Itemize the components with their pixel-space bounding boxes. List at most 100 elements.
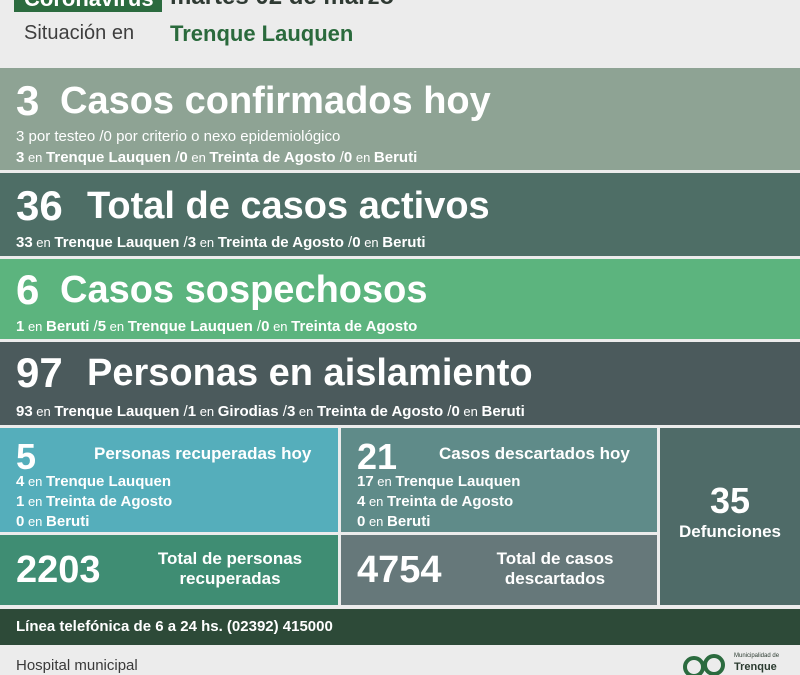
date-label: martes 02 de marzo [170, 0, 394, 10]
breakdown-row: 1 en Treinta de Agosto [16, 492, 172, 512]
separator: / [278, 403, 287, 420]
phone-bar: Línea telefónica de 6 a 24 hs. (02392) 4… [0, 609, 800, 645]
count-value: 93 [16, 403, 33, 420]
defunciones-number: 35 [709, 480, 751, 521]
place-name: Trenque Lauquen [54, 403, 180, 420]
separator: / [443, 403, 452, 420]
breakdown-row: 0 en Beruti [16, 512, 172, 532]
place-name: Treinta de Agosto [291, 318, 418, 335]
recuperadas-total-label-1: Total de personas [157, 549, 303, 568]
count-value: 0 [343, 149, 353, 166]
place-name: Trenque Lauquen [395, 473, 521, 490]
place-name: Treinta de Agosto [387, 493, 514, 510]
count-value: 17 [357, 473, 374, 490]
en-word: en [459, 404, 482, 419]
en-word: en [196, 404, 218, 419]
defunciones-panel: 35 Defunciones [660, 428, 800, 605]
breakdown-row: 4 en Treinta de Agosto [357, 492, 520, 512]
en-word: en [352, 150, 374, 165]
en-word: en [24, 514, 47, 529]
place-name: Trenque Lauquen [46, 473, 172, 490]
aislamiento-breakdown: 93 en Trenque Lauquen /1 en Girodias /3 … [16, 402, 525, 422]
descartados-total-label-1: Total de casos [496, 549, 614, 568]
count-value: 0 [16, 513, 25, 530]
place-name: Treinta de Agosto [209, 149, 336, 166]
situacion-label: Situación en [24, 22, 135, 44]
descartados-breakdown: 17 en Trenque Lauquen 4 en Treinta de Ago… [357, 472, 520, 532]
logo-text-1: Municipalidad de [734, 653, 780, 659]
place-name: Treinta de Agosto [217, 234, 344, 251]
count-value: 3 [187, 234, 197, 251]
sospechosos-breakdown: 1 en Beruti /5 en Trenque Lauquen /0 en … [16, 317, 417, 337]
recuperadas-total-panel: 2203 Total de personas recuperadas [0, 535, 338, 605]
en-word: en [269, 319, 292, 334]
confirmados-line1: 3 por testeo /0 por criterio o nexo epid… [16, 128, 341, 145]
en-word: en [32, 235, 55, 250]
activos-breakdown: 33 en Trenque Lauquen /3 en Treinta de A… [16, 233, 426, 253]
breakdown-row: 0 en Beruti [357, 512, 520, 532]
separator: / [171, 149, 180, 166]
aislamiento-title: Personas en aislamiento [87, 352, 533, 394]
place-name: Beruti [387, 513, 431, 530]
en-word: en [365, 494, 388, 509]
descartados-total-label: Total de casos descartados [465, 549, 645, 589]
count-value: 33 [16, 234, 33, 251]
hospital-label: Hospital municipal [16, 657, 138, 674]
separator: / [179, 403, 188, 420]
count-value: 3 [286, 403, 296, 420]
activos-number: 36 [16, 182, 63, 229]
recuperadas-title: Personas recuperadas hoy [94, 444, 312, 463]
count-value: 0 [179, 149, 188, 166]
separator: / [252, 318, 262, 335]
activos-panel: 36 Total de casos activos 33 en Trenque … [0, 173, 800, 256]
count-value: 0 [451, 403, 460, 420]
logo-text-2: Trenque [734, 661, 777, 673]
place-name: Trenque Lauquen [127, 318, 253, 335]
confirmados-title: Casos confirmados hoy [60, 80, 491, 122]
defunciones-label: Defunciones [678, 522, 782, 541]
logo-rings-icon [683, 654, 725, 675]
place-name: Trenque Lauquen [46, 149, 172, 166]
recuperadas-total-label-2: recuperadas [179, 569, 281, 588]
descartados-total-panel: 4754 Total de casos descartados [341, 535, 657, 605]
en-word: en [365, 514, 388, 529]
en-word: en [373, 474, 396, 489]
en-word: en [106, 319, 128, 334]
descartados-number: 21 [357, 436, 398, 477]
count-value: 4 [16, 473, 25, 490]
descartados-title: Casos descartados hoy [439, 444, 630, 463]
coronavirus-badge: Coronavirus [14, 0, 162, 12]
recuperadas-total: 2203 [16, 549, 101, 591]
activos-title: Total de casos activos [87, 185, 490, 227]
sospechosos-panel: 6 Casos sospechosos 1 en Beruti /5 en Tr… [0, 259, 800, 339]
count-value: 1 [16, 493, 25, 510]
en-word: en [24, 494, 47, 509]
place-name: Trenque Lauquen [54, 234, 180, 251]
place-name: Beruti [373, 149, 418, 166]
en-word: en [360, 235, 383, 250]
confirmados-panel: 3 Casos confirmados hoy 3 por testeo /0 … [0, 68, 800, 170]
place-name: Beruti [46, 513, 90, 530]
count-value: 1 [187, 403, 197, 420]
en-word: en [24, 319, 47, 334]
recuperadas-breakdown: 4 en Trenque Lauquen 1 en Treinta de Agos… [16, 472, 172, 532]
aislamiento-panel: 97 Personas en aislamiento 93 en Trenque… [0, 342, 800, 425]
recuperadas-total-label: Total de personas recuperadas [130, 549, 330, 589]
recuperadas-panel: 5 Personas recuperadas hoy 4 en Trenque … [0, 428, 338, 532]
en-word: en [187, 150, 210, 165]
place-name: Beruti [46, 318, 90, 335]
place-name: Treinta de Agosto [317, 403, 444, 420]
footer: Hospital municipal Municipalidad de Tren… [0, 645, 800, 675]
place-name: Beruti [481, 403, 525, 420]
en-word: en [295, 404, 317, 419]
sospechosos-title: Casos sospechosos [60, 269, 428, 311]
phone-line: Línea telefónica de 6 a 24 hs. (02392) 4… [16, 618, 333, 635]
separator: / [335, 149, 344, 166]
place-name: Treinta de Agosto [46, 493, 173, 510]
count-value: 0 [357, 513, 366, 530]
breakdown-row: 4 en Trenque Lauquen [16, 472, 172, 492]
confirmados-line2: 3 en Trenque Lauquen /0 en Treinta de Ag… [16, 148, 417, 168]
count-value: 4 [357, 493, 366, 510]
sospechosos-number: 6 [16, 266, 40, 313]
breakdown-row: 17 en Trenque Lauquen [357, 472, 520, 492]
